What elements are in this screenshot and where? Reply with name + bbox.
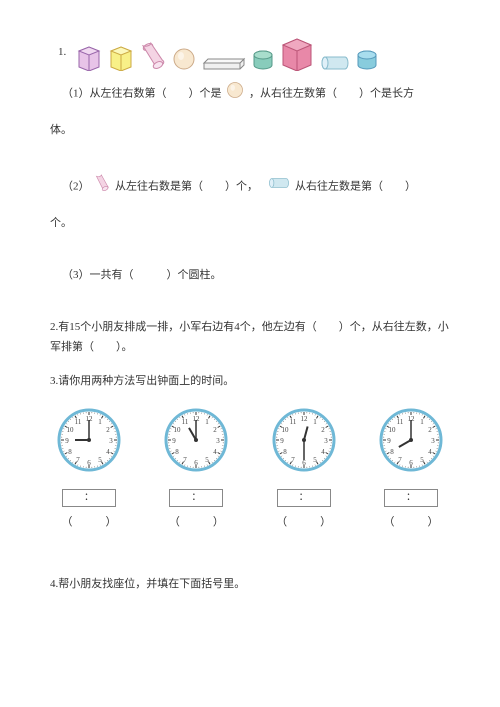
svg-text:1: 1 xyxy=(420,418,424,426)
clock-group-1: 123456789101112：（ ） xyxy=(161,405,231,533)
clock-face-2: 123456789101112 xyxy=(269,405,339,483)
svg-text:7: 7 xyxy=(291,456,295,464)
q1-2-b: 从左往右数是第（ xyxy=(115,180,203,192)
svg-text:10: 10 xyxy=(388,426,396,434)
svg-text:10: 10 xyxy=(174,426,182,434)
q1-2-d: 从右往左数是第（ xyxy=(295,180,383,192)
svg-text:8: 8 xyxy=(68,448,72,456)
shape-cyl-tilted xyxy=(140,41,166,71)
svg-text:8: 8 xyxy=(390,448,394,456)
svg-text:12: 12 xyxy=(300,415,308,423)
clock-group-2: 123456789101112：（ ） xyxy=(269,405,339,533)
q1-1-e: 体。 xyxy=(50,121,450,141)
time-paren-3[interactable]: （ ） xyxy=(383,513,438,533)
q1-2-f: 个。 xyxy=(50,214,450,234)
q1-shapes-row: 1. xyxy=(58,35,450,71)
shape-sphere xyxy=(172,47,196,71)
svg-text:11: 11 xyxy=(182,418,189,426)
svg-text:7: 7 xyxy=(184,456,188,464)
svg-text:7: 7 xyxy=(398,456,402,464)
q3-text: 3.请你用两种方法写出钟面上的时间。 xyxy=(50,372,450,392)
svg-text:1: 1 xyxy=(313,418,317,426)
clock-face-3: 123456789101112 xyxy=(376,405,446,483)
svg-text:1: 1 xyxy=(206,418,210,426)
q1-part3: （3）一共有（ ）个圆柱。 xyxy=(62,266,450,286)
svg-text:10: 10 xyxy=(281,426,289,434)
svg-text:8: 8 xyxy=(283,448,287,456)
svg-text:11: 11 xyxy=(289,418,296,426)
svg-text:7: 7 xyxy=(76,456,80,464)
shape-cube-large xyxy=(280,35,314,71)
time-box-3[interactable]: ： xyxy=(384,489,438,507)
svg-text:3: 3 xyxy=(431,437,435,445)
time-paren-1[interactable]: （ ） xyxy=(169,513,224,533)
cyl-horiz-inline-icon xyxy=(268,177,290,197)
svg-text:11: 11 xyxy=(75,418,82,426)
sphere-inline-icon xyxy=(226,81,244,107)
svg-text:4: 4 xyxy=(321,448,325,456)
svg-text:2: 2 xyxy=(106,426,110,434)
shape-cuboid-flat xyxy=(202,57,246,71)
clock-face-1: 123456789101112 xyxy=(161,405,231,483)
q1-1-a: （1）从左往右数第（ xyxy=(62,87,167,99)
time-box-1[interactable]: ： xyxy=(169,489,223,507)
q1-number: 1. xyxy=(58,43,66,63)
time-paren-0[interactable]: （ ） xyxy=(62,513,117,533)
time-paren-2[interactable]: （ ） xyxy=(276,513,331,533)
q2-text: 2.有15个小朋友排成一排，小军右边有4个，他左边有（ ）个，从右往左数，小军排… xyxy=(50,318,450,358)
shape-cube-2 xyxy=(108,43,134,71)
svg-text:2: 2 xyxy=(428,426,432,434)
svg-text:4: 4 xyxy=(214,448,218,456)
shape-cyl-short-2 xyxy=(356,49,378,71)
svg-text:3: 3 xyxy=(324,437,328,445)
svg-text:9: 9 xyxy=(173,437,177,445)
shape-cyl-short-1 xyxy=(252,49,274,71)
shape-cyl-horiz xyxy=(320,55,350,71)
cyl-tilted-inline-icon xyxy=(94,173,110,201)
clock-group-0: 123456789101112：（ ） xyxy=(54,405,124,533)
svg-text:3: 3 xyxy=(109,437,113,445)
svg-text:2: 2 xyxy=(214,426,218,434)
svg-text:8: 8 xyxy=(176,448,180,456)
q1-1-d: ）个是长方 xyxy=(359,87,414,99)
q1-2-e: ） xyxy=(405,180,416,192)
svg-text:4: 4 xyxy=(428,448,432,456)
q1-2-a: （2） xyxy=(62,180,90,192)
clocks-row: 123456789101112：（ ）123456789101112：（ ）12… xyxy=(50,405,450,533)
svg-text:2: 2 xyxy=(321,426,325,434)
shape-cube-1 xyxy=(76,43,102,71)
q1-part2: （2） 从左往右数是第（ ）个， 从右往左数是第（ ） xyxy=(62,173,450,201)
q4-text: 4.帮小朋友找座位，并填在下面括号里。 xyxy=(50,575,450,595)
q1-1-c: ，从右往左数第（ xyxy=(249,87,337,99)
q1-1-b: ）个是 xyxy=(189,87,222,99)
svg-text:4: 4 xyxy=(106,448,110,456)
svg-text:9: 9 xyxy=(65,437,69,445)
svg-text:10: 10 xyxy=(66,426,74,434)
svg-text:11: 11 xyxy=(397,418,404,426)
q1-part1: （1）从左往右数第（ ）个是 ，从右往左数第（ ）个是长方 xyxy=(62,81,450,107)
svg-text:9: 9 xyxy=(387,437,391,445)
time-box-0[interactable]: ： xyxy=(62,489,116,507)
svg-text:9: 9 xyxy=(280,437,284,445)
svg-text:3: 3 xyxy=(217,437,221,445)
time-box-2[interactable]: ： xyxy=(277,489,331,507)
svg-text:1: 1 xyxy=(98,418,102,426)
clock-group-3: 123456789101112：（ ） xyxy=(376,405,446,533)
clock-face-0: 123456789101112 xyxy=(54,405,124,483)
q1-2-c: ）个， xyxy=(225,180,253,192)
